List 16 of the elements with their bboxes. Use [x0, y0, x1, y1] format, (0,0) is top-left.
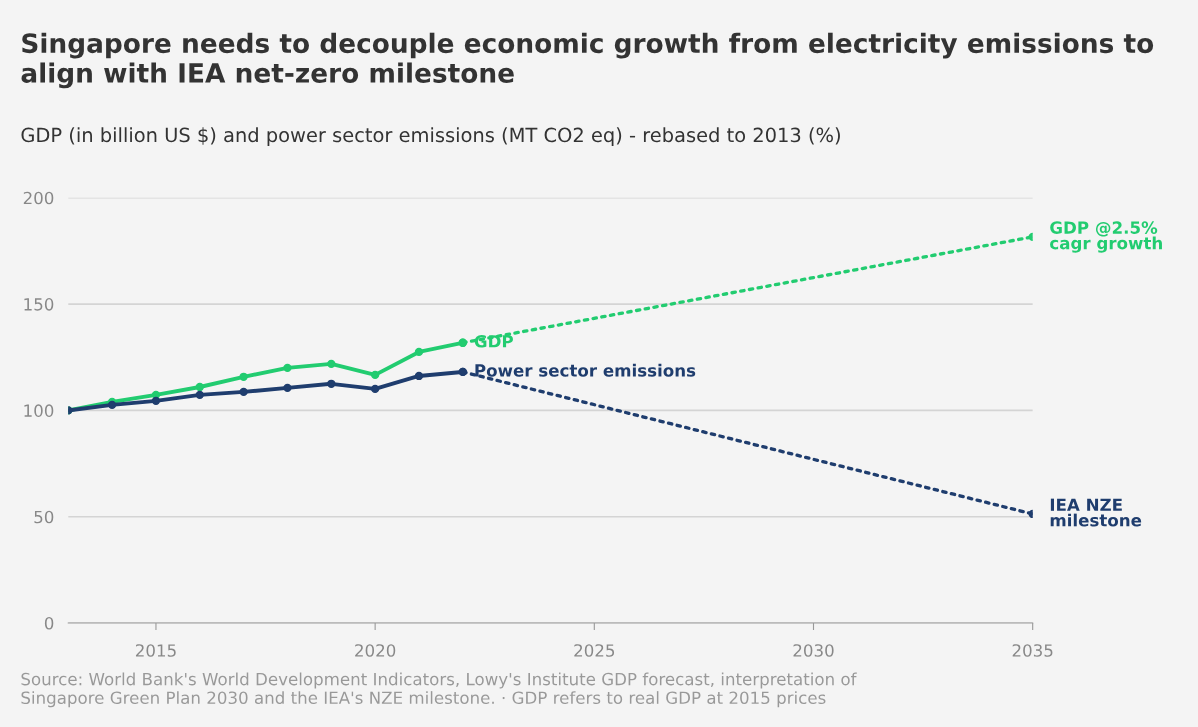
series-label: Power sector emissions: [475, 363, 696, 377]
source-note: Source: World Bank's World Development Indicators, Lowy's Institute GDP forecast, interpretation of Singapore Green Plan 2030 and the IEA's NZE milestone. · GDP refers to real GDP at 2015 prices: [21, 672, 857, 708]
annotation: GDP @2.5% cagr growth: [1050, 221, 1162, 253]
x-tick-label: 2025: [574, 644, 615, 657]
y-tick-label: 100: [24, 404, 54, 417]
chart-subtitle: GDP (in billion US $) and power sector emissions (MT CO2 eq) - rebased to 2013 (%): [21, 127, 840, 147]
x-tick-label: 2020: [355, 644, 396, 657]
annotation: IEA NZE milestone: [1050, 498, 1142, 527]
y-tick-label: 150: [24, 298, 54, 311]
x-tick-label: 2030: [793, 644, 834, 657]
y-tick-label: 50: [34, 510, 54, 524]
x-tick-label: 2035: [1012, 644, 1053, 657]
chart-title: Singapore needs to decouple economic growth from electricity emissions to align with IEA net-zero milestone: [21, 32, 1154, 89]
x-tick-label: 2015: [135, 644, 176, 657]
y-tick-label: 0: [44, 617, 54, 630]
y-tick-label: 200: [23, 191, 54, 205]
